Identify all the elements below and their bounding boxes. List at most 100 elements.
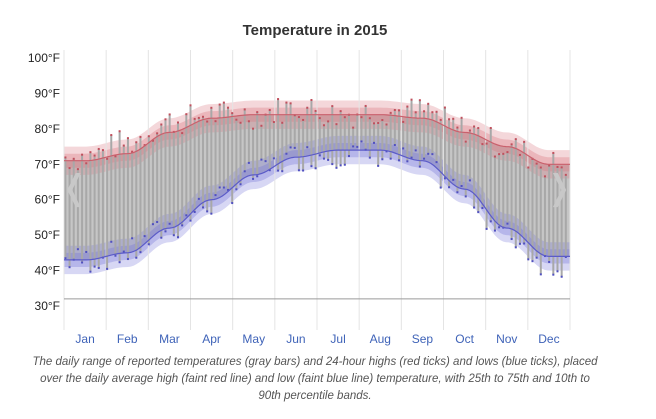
- daily-low-tick: [443, 177, 446, 180]
- daily-high-tick: [414, 111, 417, 114]
- daily-high-tick: [510, 143, 513, 146]
- daily-high-tick: [310, 98, 313, 101]
- daily-high-tick: [322, 124, 325, 127]
- daily-high-tick: [418, 99, 421, 102]
- daily-low-tick: [435, 161, 438, 164]
- daily-high-tick: [443, 106, 446, 109]
- chevron-left-icon[interactable]: ❬: [60, 168, 89, 208]
- daily-low-tick: [85, 250, 88, 253]
- daily-high-tick: [131, 150, 134, 153]
- daily-high-tick: [552, 151, 555, 154]
- daily-high-tick: [410, 98, 413, 101]
- daily-high-tick: [235, 118, 238, 121]
- daily-low-tick: [281, 170, 284, 173]
- daily-high-tick: [214, 120, 217, 123]
- daily-high-tick: [306, 106, 309, 109]
- daily-high-tick: [468, 129, 471, 132]
- daily-low-tick: [189, 219, 192, 222]
- daily-high-tick: [252, 127, 255, 130]
- daily-low-tick: [535, 256, 538, 259]
- y-tick-label: 70°F: [35, 157, 60, 171]
- daily-low-tick: [564, 256, 567, 259]
- daily-high-tick: [331, 105, 334, 108]
- daily-high-tick: [143, 144, 146, 147]
- daily-low-tick: [552, 273, 555, 276]
- daily-high-tick: [139, 135, 142, 138]
- daily-high-tick: [560, 166, 563, 169]
- x-tick-label: Aug: [370, 332, 391, 346]
- daily-high-tick: [231, 112, 234, 115]
- daily-low-tick: [356, 145, 359, 148]
- daily-low-tick: [268, 169, 271, 172]
- daily-low-tick: [514, 246, 517, 249]
- y-tick-label: 100°F: [28, 51, 60, 65]
- daily-low-tick: [164, 230, 167, 233]
- x-tick-label: May: [242, 332, 265, 346]
- daily-high-tick: [202, 115, 205, 118]
- daily-high-tick: [176, 121, 179, 124]
- daily-low-tick: [143, 235, 146, 238]
- x-tick-label: Jan: [75, 332, 94, 346]
- daily-high-tick: [76, 168, 79, 171]
- daily-low-tick: [122, 250, 125, 253]
- daily-low-tick: [147, 243, 150, 246]
- daily-high-tick: [281, 121, 284, 124]
- grid: [63, 50, 571, 330]
- daily-high-tick: [514, 138, 517, 141]
- daily-low-tick: [106, 267, 109, 270]
- daily-high-tick: [477, 127, 480, 130]
- daily-high-tick: [302, 118, 305, 121]
- daily-high-tick: [285, 101, 288, 104]
- daily-high-tick: [118, 130, 121, 133]
- daily-low-tick: [335, 166, 338, 169]
- daily-high-tick: [85, 162, 88, 165]
- daily-low-tick: [448, 186, 451, 189]
- average-high-line: [64, 114, 570, 165]
- chart-caption: The daily range of reported temperatures…: [32, 356, 598, 402]
- daily-high-tick: [335, 123, 338, 126]
- daily-low-tick: [360, 140, 363, 143]
- x-tick-label: Mar: [159, 332, 180, 346]
- daily-high-tick: [548, 164, 551, 167]
- x-axis: Jan Feb Mar Apr May Jun Jul Aug Sep Oct Nov Dec: [75, 332, 559, 346]
- daily-low-tick: [372, 141, 375, 144]
- x-tick-label: Sep: [412, 332, 434, 346]
- daily-low-tick: [126, 258, 129, 261]
- daily-low-tick: [89, 270, 92, 273]
- daily-high-tick: [473, 125, 476, 128]
- daily-low-tick: [260, 158, 263, 161]
- daily-high-tick: [448, 118, 451, 121]
- daily-high-tick: [106, 157, 109, 160]
- x-tick-label: Feb: [117, 332, 138, 346]
- daily-high-tick: [289, 102, 292, 105]
- daily-low-tick: [498, 226, 501, 229]
- daily-low-tick: [227, 188, 230, 191]
- daily-high-tick: [206, 120, 209, 123]
- daily-low-tick: [339, 164, 342, 167]
- daily-low-tick: [398, 159, 401, 162]
- daily-low-tick: [247, 161, 250, 164]
- daily-high-tick: [543, 175, 546, 178]
- chevron-right-icon[interactable]: ❭: [545, 168, 574, 208]
- daily-low-tick: [523, 242, 526, 245]
- daily-low-tick: [68, 266, 71, 269]
- x-tick-label: Apr: [202, 332, 221, 346]
- daily-low-tick: [231, 202, 234, 205]
- daily-high-tick: [197, 116, 200, 119]
- daily-low-tick: [343, 163, 346, 166]
- daily-high-tick: [243, 108, 246, 111]
- daily-high-tick: [493, 155, 496, 158]
- daily-low-tick: [114, 254, 117, 257]
- daily-high-tick: [372, 122, 375, 125]
- y-axis: 30°F 40°F 50°F 60°F 70°F 80°F 90°F 100°F: [28, 51, 60, 313]
- daily-low-tick: [431, 153, 434, 156]
- daily-low-tick: [272, 157, 275, 160]
- daily-high-tick: [193, 117, 196, 120]
- daily-high-tick: [556, 165, 559, 168]
- daily-low-tick: [414, 149, 417, 152]
- daily-low-tick: [439, 186, 442, 189]
- daily-high-tick: [539, 166, 542, 169]
- daily-low-tick: [481, 207, 484, 210]
- y-tick-label: 90°F: [35, 86, 60, 100]
- daily-high-tick: [502, 152, 505, 155]
